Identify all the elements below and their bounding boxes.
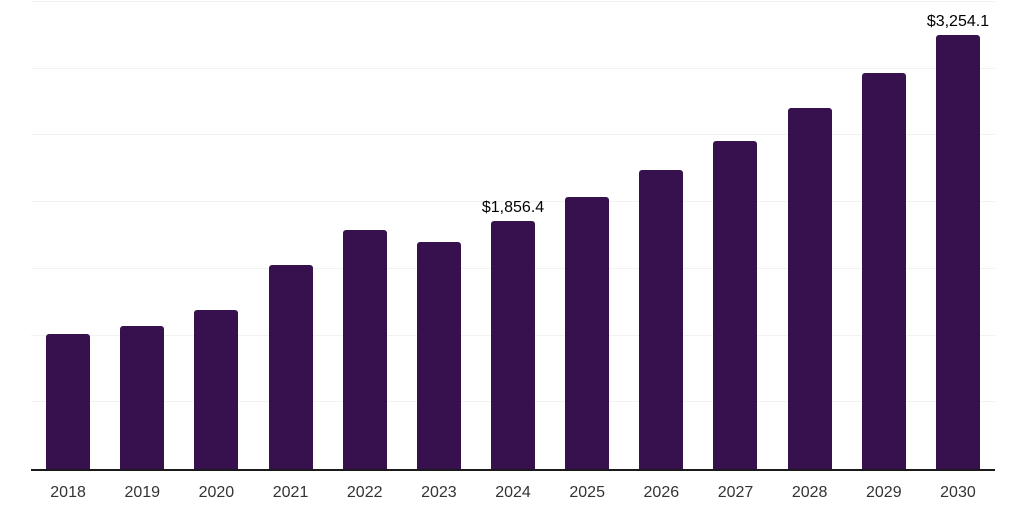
x-tick-label-2029: 2029 xyxy=(866,484,902,501)
x-axis-labels: 2018 2019 2020 2021 2022 2023 2024 2025 2026 2027… xyxy=(31,481,995,505)
bar-slot-2018 xyxy=(31,2,105,469)
bar-slot-2027 xyxy=(698,2,772,469)
bar-2021 xyxy=(268,265,313,469)
x-tick-label-2027: 2027 xyxy=(717,484,754,501)
bar-2024 xyxy=(491,221,536,469)
x-axis-line xyxy=(31,469,995,471)
data-label-2030: $3,254.1 xyxy=(926,12,990,30)
bar-2029 xyxy=(861,72,906,469)
gridline xyxy=(31,67,995,69)
bar-slot-2029 xyxy=(847,2,921,469)
bar-slot-2028 xyxy=(773,2,847,469)
bar-2020 xyxy=(194,309,239,469)
bar-slot-2024: $1,856.4 xyxy=(476,2,550,469)
x-tick-label-2030: 2030 xyxy=(940,484,976,501)
x-tick-label-2020: 2020 xyxy=(198,484,235,501)
bar-slot-2025 xyxy=(550,2,624,469)
bars-container: $1,856.4 $3,254.1 xyxy=(31,2,995,469)
x-tick-label-2025: 2025 xyxy=(569,484,605,501)
x-tick-label-2028: 2028 xyxy=(791,484,828,501)
bar-2027 xyxy=(713,140,758,469)
gridline xyxy=(31,201,995,203)
bar-slot-2030: $3,254.1 xyxy=(921,2,995,469)
bar-slot-2019 xyxy=(105,2,179,469)
bar-2028 xyxy=(787,108,832,469)
x-tick-label-2019: 2019 xyxy=(124,484,161,501)
plot-area: $1,856.4 $3,254.1 xyxy=(31,1,995,471)
x-tick-label-2023: 2023 xyxy=(421,484,457,501)
bar-2025 xyxy=(565,196,610,469)
x-tick-label-2022: 2022 xyxy=(346,484,383,501)
bar-2022 xyxy=(342,230,387,469)
x-tick-label-2024: 2024 xyxy=(495,484,531,501)
bar-2019 xyxy=(120,325,165,469)
x-tick-label-2021: 2021 xyxy=(272,484,309,501)
gridline xyxy=(31,1,995,2)
x-tick-label-2026: 2026 xyxy=(643,484,680,501)
bar-slot-2023 xyxy=(402,2,476,469)
bar-slot-2022 xyxy=(328,2,402,469)
bar-slot-2026 xyxy=(624,2,698,469)
bar-2026 xyxy=(639,170,684,469)
bar-slot-2021 xyxy=(253,2,327,469)
bar-2018 xyxy=(46,334,91,469)
data-label-2024: $1,856.4 xyxy=(481,199,545,217)
bar-2023 xyxy=(416,242,461,469)
x-tick-label-2018: 2018 xyxy=(50,484,86,501)
bar-2030 xyxy=(935,34,980,469)
bar-slot-2020 xyxy=(179,2,253,469)
gridline xyxy=(31,134,995,136)
